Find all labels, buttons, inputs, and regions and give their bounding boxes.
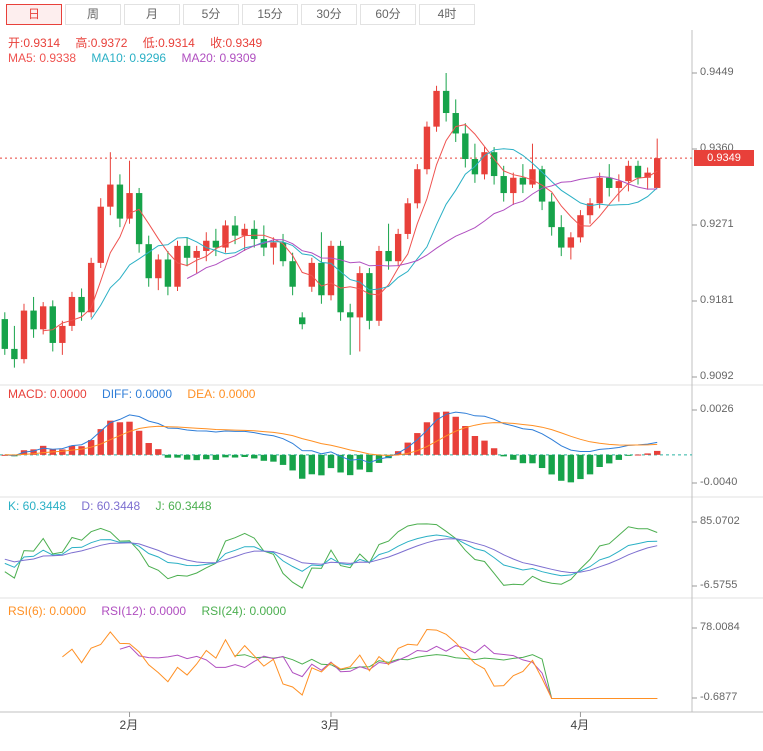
y-axis-label-main: 0.9449 (700, 66, 734, 78)
tab-60min[interactable]: 60分 (360, 3, 416, 25)
ma20-value: MA20: 0.9309 (181, 51, 257, 65)
tab-week[interactable]: 周 (65, 3, 121, 25)
tab-5min[interactable]: 5分 (183, 3, 239, 25)
macd-legend: MACD: 0.0000 DIFF: 0.0000 DEA: 0.0000 (8, 387, 267, 401)
chart-area: 开:0.9314 高:0.9372 低:0.9314 收:0.9349 MA5:… (0, 28, 763, 751)
y-axis-label-main: 0.9271 (700, 218, 734, 230)
x-axis-label: 4月 (570, 718, 590, 732)
macd-value: MACD: 0.0000 (8, 387, 87, 401)
y-axis-label-main: 0.9181 (700, 294, 734, 306)
rsi6-value: RSI(6): 0.0000 (8, 604, 87, 618)
y-axis-label-kdj: -6.5755 (700, 579, 738, 591)
y-axis-label-rsi: -0.6877 (700, 691, 738, 703)
y-axis-label-kdj: 85.0702 (700, 515, 740, 527)
tab-day[interactable]: 日 (6, 3, 62, 25)
y-axis-label-main: 0.9092 (700, 370, 734, 382)
open-value: 开:0.9314 (8, 36, 61, 50)
ma10-value: MA10: 0.9296 (91, 51, 167, 65)
dea-value: DEA: 0.0000 (187, 387, 256, 401)
chart-canvas[interactable] (0, 28, 763, 751)
low-value: 低:0.9314 (142, 36, 195, 50)
rsi24-value: RSI(24): 0.0000 (201, 604, 287, 618)
high-value: 高:0.9372 (75, 36, 128, 50)
k-value: K: 60.3448 (8, 499, 67, 513)
current-price-badge: 0.9349 (694, 150, 754, 167)
y-axis-label-macd: 0.0026 (700, 403, 734, 415)
tab-15min[interactable]: 15分 (242, 3, 298, 25)
rsi12-value: RSI(12): 0.0000 (101, 604, 187, 618)
tab-month[interactable]: 月 (124, 3, 180, 25)
ma5-value: MA5: 0.9338 (8, 51, 77, 65)
y-axis-label-macd: -0.0040 (700, 476, 738, 488)
close-value: 收:0.9349 (210, 36, 263, 50)
j-value: J: 60.3448 (155, 499, 212, 513)
y-axis-label-rsi: 78.0084 (700, 621, 740, 633)
d-value: D: 60.3448 (81, 499, 141, 513)
tab-4hour[interactable]: 4时 (419, 3, 475, 25)
timeframe-toolbar: 日 周 月 5分 15分 30分 60分 4时 (0, 0, 763, 28)
ma-legend: MA5: 0.9338 MA10: 0.9296 MA20: 0.9309 (8, 51, 268, 65)
diff-value: DIFF: 0.0000 (102, 387, 173, 401)
ohlc-legend: 开:0.9314 高:0.9372 低:0.9314 收:0.9349 (8, 34, 274, 51)
kdj-legend: K: 60.3448 D: 60.3448 J: 60.3448 (8, 499, 224, 513)
rsi-legend: RSI(6): 0.0000 RSI(12): 0.0000 RSI(24): … (8, 604, 298, 618)
x-axis-label: 2月 (119, 718, 139, 732)
x-axis-label: 3月 (321, 718, 340, 732)
tab-30min[interactable]: 30分 (301, 3, 357, 25)
